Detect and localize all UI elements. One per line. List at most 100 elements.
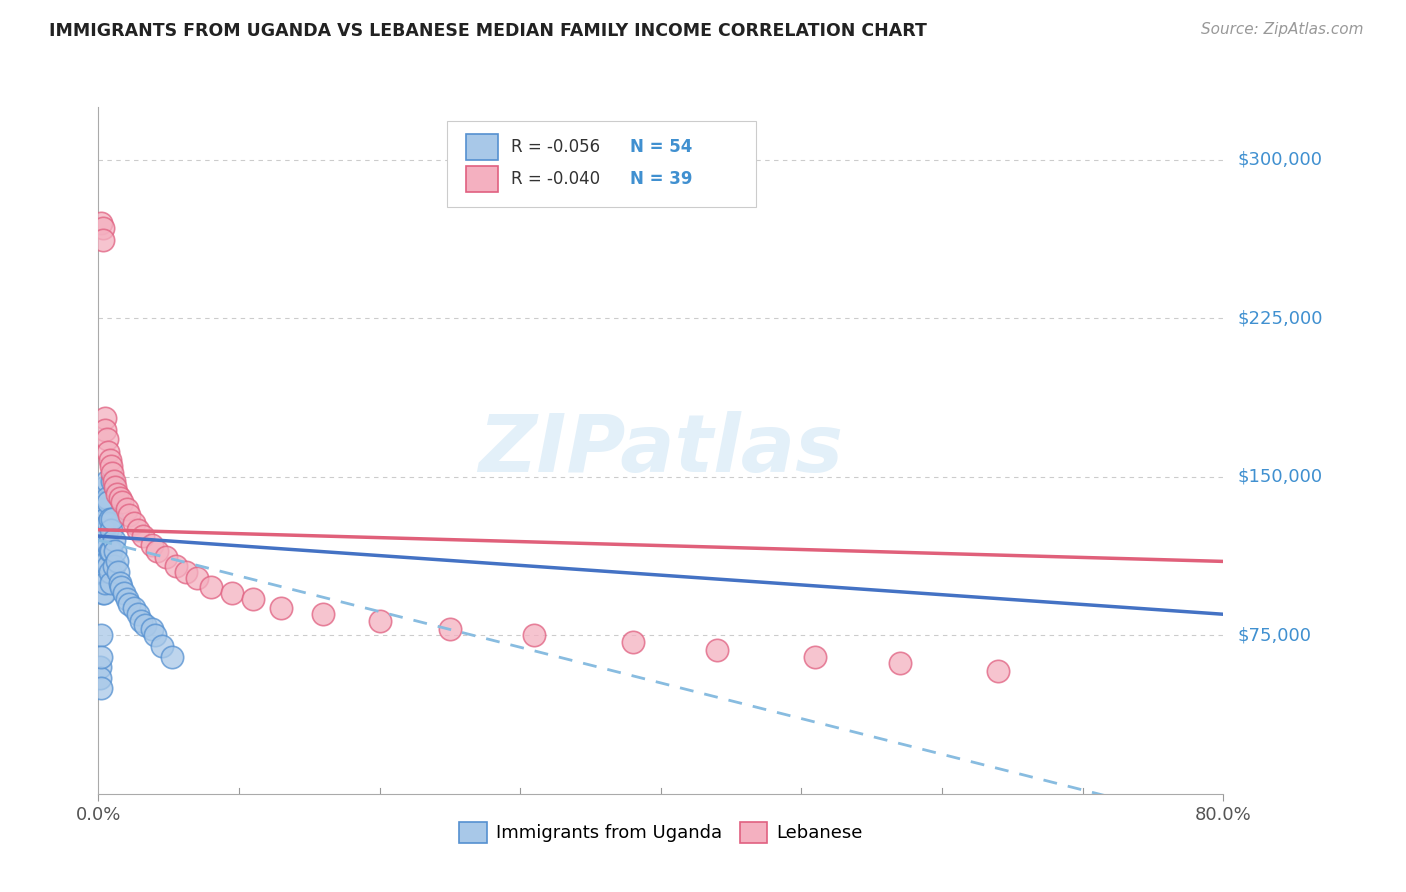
Point [141,537,163,551]
Text: N = 39: N = 39 [630,170,693,188]
FancyBboxPatch shape [467,166,498,192]
Point [91,533,114,548]
Point [200,580,222,594]
Point [439,622,461,636]
Point [94,480,117,494]
Point [621,634,644,648]
Point [103,558,125,573]
Point [98,565,121,579]
Text: N = 54: N = 54 [630,138,693,156]
Point [104,544,127,558]
Text: $75,000: $75,000 [1237,626,1312,644]
Point [242,592,264,607]
Point [97,444,120,458]
Point [94,575,117,590]
Point [118,508,141,522]
Point [155,550,177,565]
Point [270,601,292,615]
Point [122,516,145,531]
Point [127,607,149,622]
Point [90,681,112,696]
Point [174,565,197,579]
Text: R = -0.040: R = -0.040 [512,170,600,188]
Text: Source: ZipAtlas.com: Source: ZipAtlas.com [1201,22,1364,37]
Text: R = -0.056: R = -0.056 [512,138,600,156]
Point [143,628,166,642]
Point [94,512,117,526]
Point [104,480,127,494]
Point [112,586,135,600]
Point [94,550,117,565]
Point [91,233,114,247]
Point [97,495,120,509]
Text: $225,000: $225,000 [1237,310,1323,327]
Point [90,628,112,642]
Point [90,216,112,230]
Point [108,575,131,590]
Point [93,501,115,516]
Point [115,592,138,607]
Point [107,565,129,579]
Point [100,575,122,590]
Point [987,665,1010,679]
Point [221,586,243,600]
FancyBboxPatch shape [467,134,498,160]
Point [523,628,546,642]
Point [97,558,120,573]
Point [706,643,728,657]
Point [98,544,121,558]
Point [129,614,152,628]
Point [141,622,163,636]
Point [118,597,141,611]
Point [98,453,121,467]
Point [94,410,117,425]
Point [93,558,115,573]
Point [889,656,911,670]
Point [96,432,118,446]
Point [96,491,118,505]
Point [93,537,115,551]
Text: ZIPatlas: ZIPatlas [478,411,844,490]
Point [100,544,122,558]
Point [90,649,112,664]
Point [91,586,114,600]
Point [97,537,120,551]
Point [101,512,124,526]
Point [122,601,145,615]
Text: $150,000: $150,000 [1237,468,1322,486]
Point [103,533,125,548]
Point [100,459,122,474]
Point [105,554,128,568]
Point [101,466,124,480]
Point [127,523,149,537]
Point [312,607,335,622]
Point [93,523,115,537]
Point [93,586,115,600]
Point [91,220,114,235]
Legend: Immigrants from Uganda, Lebanese: Immigrants from Uganda, Lebanese [453,814,869,850]
Point [132,529,155,543]
Point [804,649,827,664]
Point [89,660,111,674]
Point [111,495,134,509]
Point [160,649,183,664]
Point [105,487,128,501]
Point [97,516,120,531]
Point [94,495,117,509]
Point [89,671,111,685]
Point [98,512,121,526]
Point [100,523,122,537]
Point [186,571,208,585]
Point [165,558,187,573]
Point [101,474,124,488]
Point [368,614,391,628]
Point [94,533,117,548]
Point [91,544,114,558]
Point [115,501,138,516]
Point [110,580,132,594]
Point [96,523,118,537]
Point [96,474,118,488]
Text: IMMIGRANTS FROM UGANDA VS LEBANESE MEDIAN FAMILY INCOME CORRELATION CHART: IMMIGRANTS FROM UGANDA VS LEBANESE MEDIA… [49,22,927,40]
Point [94,423,117,437]
Point [146,544,169,558]
